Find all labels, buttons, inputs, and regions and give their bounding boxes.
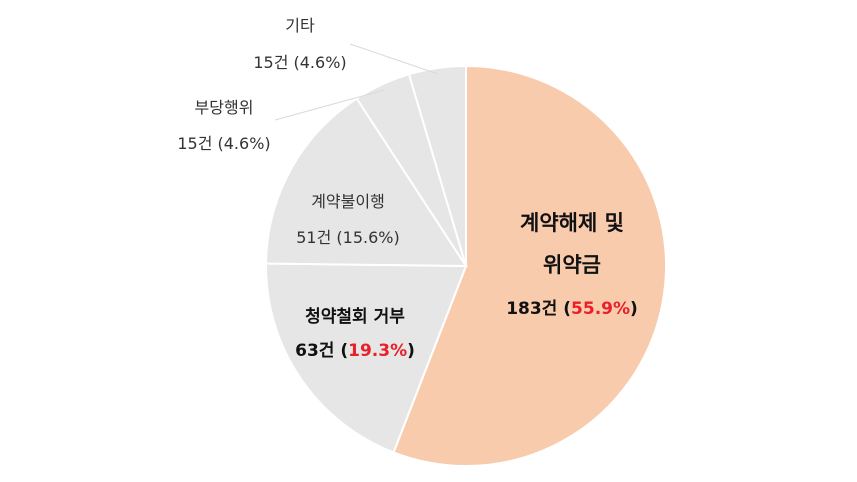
slice-label-name: 기타 <box>285 16 315 35</box>
leader-lines <box>274 43 439 121</box>
slice-label-name-line2: 위약금 <box>543 253 601 277</box>
slice-label-name: 청약철회 거부 <box>305 306 405 327</box>
pie-slice-withdrawal-refusal <box>265 262 468 454</box>
slice-label-value: 15건 (4.6%) <box>253 53 346 72</box>
slice-label-nonperformance: 계약불이행 51건 (15.6%) <box>296 192 400 247</box>
slice-label-contract-cancel: 계약해제 및 위약금 183건 (55.9%) <box>506 211 638 319</box>
slice-label-value: 183건 (55.9%) <box>506 299 638 319</box>
leader-line-other <box>349 43 439 75</box>
slice-label-value: 15건 (4.6%) <box>177 134 270 153</box>
slice-label-name-line1: 계약해제 및 <box>520 211 624 235</box>
leader-line-unfair-practice <box>274 89 385 121</box>
slice-label-other: 기타 15건 (4.6%) <box>253 16 346 72</box>
slice-label-value: 63건 (19.3%) <box>295 341 415 361</box>
slice-label-withdrawal-refusal: 청약철회 거부 63건 (19.3%) <box>295 306 415 361</box>
pie-slices <box>265 64 667 467</box>
pie-slice-other <box>407 64 467 267</box>
slice-label-value: 51건 (15.6%) <box>296 228 400 247</box>
pie-slice-nonperformance <box>265 97 468 268</box>
pie-slice-contract-cancel <box>392 64 667 467</box>
slice-label-name: 계약불이행 <box>311 192 385 211</box>
slice-label-unfair-practice: 부당행위 15건 (4.6%) <box>177 98 270 153</box>
slice-label-name: 부당행위 <box>195 98 254 117</box>
